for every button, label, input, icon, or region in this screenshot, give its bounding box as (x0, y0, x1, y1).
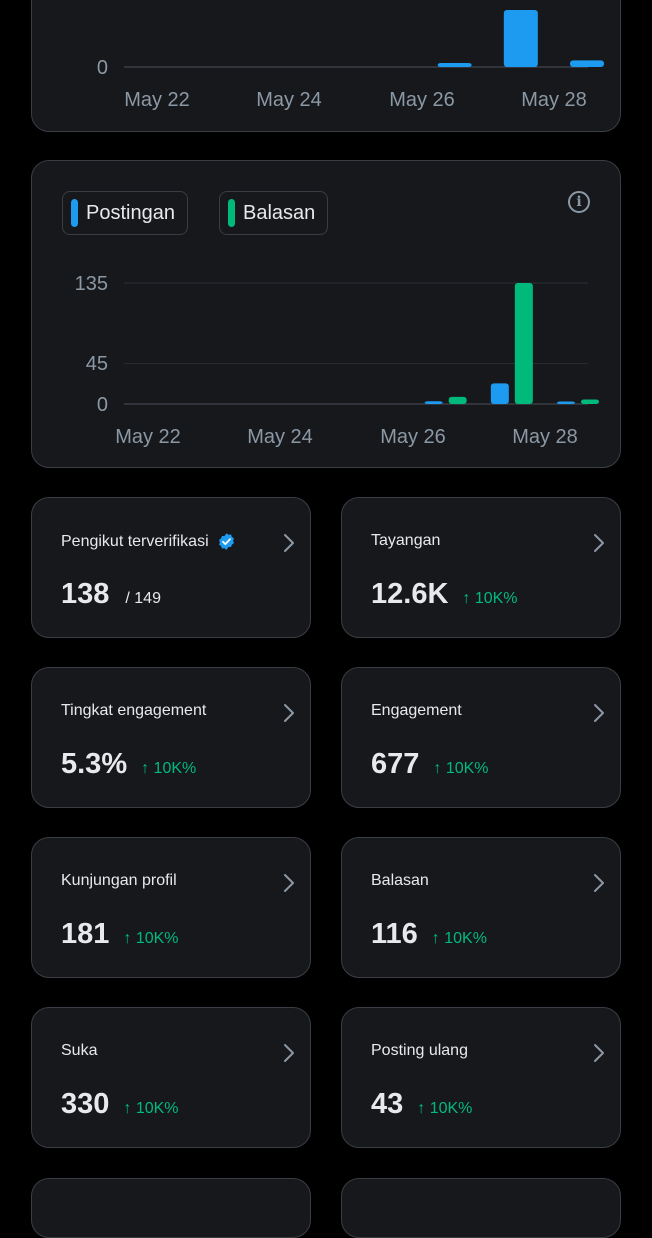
metric-value: 43 (371, 1088, 404, 1120)
chevron-right-icon (594, 874, 604, 892)
metric-delta: ↑ 10K% (417, 1100, 473, 1117)
bar-may-28[interactable] (570, 60, 604, 67)
metric-value: 5.3% (61, 748, 128, 780)
x-tick-label: May 28 (512, 426, 578, 448)
metric-card-partial[interactable] (341, 1178, 621, 1238)
info-icon[interactable]: i (568, 191, 590, 213)
metric-value-row: 43 ↑ 10K% (371, 1088, 472, 1121)
impressions-chart-card: 0 May 22 May 24 May 26 May 28 (31, 0, 621, 132)
y-tick-label: 0 (97, 57, 108, 79)
chevron-right-icon (594, 534, 604, 552)
metric-delta: ↑ 10K% (123, 930, 179, 947)
chevron-right-icon (594, 1044, 604, 1062)
chevron-right-icon (284, 874, 294, 892)
verified-badge-icon (218, 533, 234, 550)
chevron-right-icon (284, 704, 294, 722)
metric-card-partial[interactable] (31, 1178, 311, 1238)
metric-value: 677 (371, 748, 420, 780)
x-tick-label: May 22 (124, 89, 190, 111)
y-tick-label: 0 (97, 394, 108, 416)
metric-label-row: Tingkat engagement (61, 702, 206, 720)
metric-label: Suka (61, 1042, 98, 1059)
metric-delta: ↑ 10K% (141, 760, 197, 777)
metric-delta: ↑ 10K% (462, 590, 518, 607)
metric-label-row: Balasan (371, 872, 429, 890)
metric-label-row: Pengikut terverifikasi (61, 532, 236, 551)
activity-chart: 135 45 0 May 22 May 24 May 26 May 28 (75, 273, 599, 448)
metric-card[interactable]: Tayangan 12.6K ↑ 10K% (341, 497, 621, 638)
metric-label-row: Kunjungan profil (61, 872, 177, 890)
legend-postingan[interactable]: Postingan (62, 191, 188, 235)
chevron-right-icon (594, 704, 604, 722)
legend-swatch-replies (228, 199, 235, 227)
metric-value: 116 (371, 918, 418, 950)
x-tick-label: May 24 (256, 89, 322, 111)
metric-total: / 149 (125, 590, 161, 607)
y-tick-label: 135 (75, 273, 108, 295)
metric-delta: ↑ 10K% (431, 930, 487, 947)
metric-label-row: Engagement (371, 702, 462, 720)
bar-may-27[interactable] (503, 10, 538, 67)
x-tick-label: May 26 (380, 426, 446, 448)
impressions-chart: 0 May 22 May 24 May 26 May 28 (97, 10, 604, 111)
x-tick-label: May 28 (521, 89, 587, 111)
metric-label: Posting ulang (371, 1042, 468, 1059)
metric-label: Kunjungan profil (61, 872, 177, 889)
metric-value-row: 330 ↑ 10K% (61, 1088, 179, 1121)
metric-card[interactable]: Posting ulang 43 ↑ 10K% (341, 1007, 621, 1148)
metric-label: Balasan (371, 872, 429, 889)
metric-card[interactable]: Suka 330 ↑ 10K% (31, 1007, 311, 1148)
metric-value: 330 (61, 1088, 110, 1120)
metric-value-row: 138 / 149 (61, 578, 161, 611)
legend-label: Balasan (243, 201, 316, 224)
bar-posts-may-28[interactable] (557, 401, 575, 405)
metric-value-row: 181 ↑ 10K% (61, 918, 179, 951)
metric-label: Pengikut terverifikasi (61, 532, 209, 550)
legend-label: Postingan (86, 201, 175, 224)
metric-card[interactable]: Tingkat engagement 5.3% ↑ 10K% (31, 667, 311, 808)
metric-value: 12.6K (371, 578, 449, 610)
metric-card[interactable]: Pengikut terverifikasi 138 / 149 (31, 497, 311, 638)
metric-value-row: 5.3% ↑ 10K% (61, 748, 196, 781)
metric-label-row: Suka (61, 1042, 97, 1060)
x-tick-label: May 26 (389, 89, 455, 111)
y-tick-label: 45 (86, 353, 108, 375)
legend-swatch-posts (71, 199, 78, 227)
metric-value-row: 12.6K ↑ 10K% (371, 578, 518, 611)
x-tick-label: May 22 (115, 426, 181, 448)
metric-value: 138 (61, 578, 110, 610)
metric-label-row: Posting ulang (371, 1042, 468, 1060)
metric-label: Tingkat engagement (61, 702, 207, 719)
x-tick-label: May 24 (247, 426, 313, 448)
metric-value-row: 116 ↑ 10K% (371, 918, 487, 951)
metric-delta: ↑ 10K% (433, 760, 489, 777)
bar-may-26[interactable] (437, 63, 472, 67)
bar-replies-may-26[interactable] (448, 396, 467, 404)
metric-card[interactable]: Kunjungan profil 181 ↑ 10K% (31, 837, 311, 978)
chevron-right-icon (284, 1044, 294, 1062)
activity-chart-card: Postingan Balasan i 135 45 0 May 22 May … (31, 160, 621, 468)
metric-value-row: 677 ↑ 10K% (371, 748, 489, 781)
bar-replies-may-28[interactable] (581, 399, 599, 404)
metric-label: Tayangan (371, 532, 441, 549)
bar-posts-may-26[interactable] (424, 401, 443, 404)
bar-posts-may-27[interactable] (490, 383, 509, 404)
metric-card[interactable]: Balasan 116 ↑ 10K% (341, 837, 621, 978)
metric-value: 181 (61, 918, 110, 950)
legend-balasan[interactable]: Balasan (219, 191, 329, 235)
metric-delta: ↑ 10K% (123, 1100, 179, 1117)
metric-label: Engagement (371, 702, 462, 719)
metric-card[interactable]: Engagement 677 ↑ 10K% (341, 667, 621, 808)
bar-replies-may-27[interactable] (514, 283, 533, 404)
chevron-right-icon (284, 534, 294, 552)
metric-label-row: Tayangan (371, 532, 440, 550)
